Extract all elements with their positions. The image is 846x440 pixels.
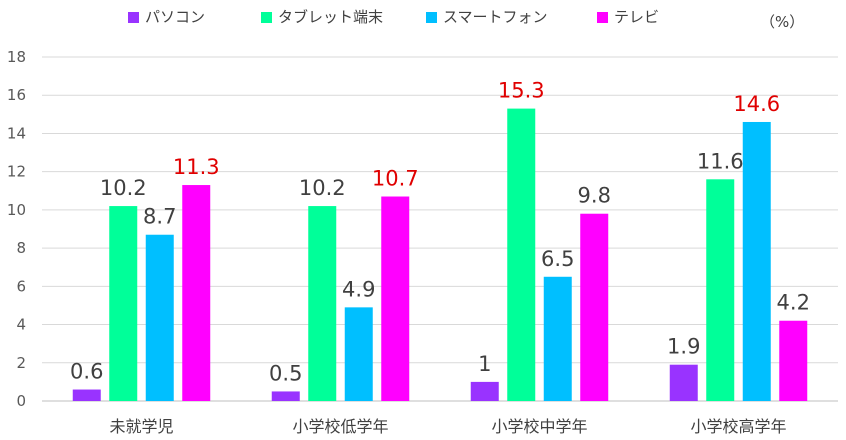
- x-category-label: 未就学児: [109, 417, 173, 436]
- y-axis: 0 2 4 6 8 10 12 14 16 18: [7, 48, 26, 410]
- legend-label: パソコン: [145, 8, 205, 26]
- data-label: 11.6: [697, 149, 744, 173]
- bars: [72, 108, 808, 401]
- bar: [580, 213, 609, 401]
- data-label: 10.2: [299, 176, 346, 200]
- gridlines: [42, 56, 838, 402]
- legend: パソコン タブレット端末 スマートフォン テレビ: [128, 8, 659, 26]
- legend-label: タブレット端末: [278, 8, 383, 26]
- data-label: 0.5: [269, 361, 302, 385]
- bar: [669, 364, 698, 401]
- data-label-highlighted: 14.6: [733, 92, 780, 116]
- data-label: 1: [478, 352, 491, 376]
- y-tick-label: 4: [16, 316, 26, 334]
- bar: [507, 108, 536, 401]
- bar: [381, 196, 410, 401]
- legend-label: スマートフォン: [443, 8, 548, 26]
- data-label: 9.8: [578, 184, 611, 208]
- data-label: 4.9: [342, 277, 375, 301]
- data-label-highlighted: 11.3: [173, 155, 220, 179]
- legend-swatch: [426, 12, 437, 23]
- unit-label-group: （%）: [760, 13, 804, 31]
- y-tick-label: 10: [7, 201, 26, 219]
- y-tick-label: 14: [7, 124, 26, 142]
- bar: [271, 391, 300, 401]
- x-category-label: 小学校低学年: [292, 417, 388, 436]
- legend-swatch: [597, 12, 608, 23]
- data-labels: 0.6 10.2 8.7 11.3 0.5 10.2 4.9 10.7 1 15.3 6.5 9.8 1…: [70, 79, 810, 386]
- data-label: 4.2: [777, 291, 810, 315]
- bar: [470, 381, 499, 401]
- data-label: 10.2: [100, 176, 147, 200]
- legend-swatch: [261, 12, 272, 23]
- bar: [182, 185, 211, 401]
- y-tick-label: 0: [16, 392, 26, 410]
- bar: [109, 206, 138, 401]
- y-tick-label: 8: [16, 239, 26, 257]
- data-label: 6.5: [541, 247, 574, 271]
- bar: [145, 234, 174, 401]
- data-label: 1.9: [667, 335, 700, 359]
- x-category-label: 小学校中学年: [491, 417, 587, 436]
- y-tick-label: 18: [7, 48, 26, 66]
- data-label-highlighted: 10.7: [372, 167, 419, 191]
- bar: [308, 206, 337, 401]
- y-tick-label: 16: [7, 86, 26, 104]
- unit-label: （%）: [760, 13, 804, 31]
- bar: [779, 320, 808, 401]
- bar: [706, 179, 735, 401]
- data-label: 8.7: [143, 205, 176, 229]
- bar: [543, 276, 572, 401]
- y-tick-label: 6: [16, 277, 26, 295]
- y-tick-label: 12: [7, 163, 26, 181]
- legend-label: テレビ: [614, 8, 659, 26]
- x-category-label: 小学校高学年: [690, 417, 786, 436]
- bar: [742, 121, 771, 401]
- bar: [72, 389, 101, 401]
- y-tick-label: 2: [16, 354, 26, 372]
- legend-swatch: [128, 12, 139, 23]
- bar: [344, 307, 373, 401]
- x-axis: 未就学児 小学校低学年 小学校中学年 小学校高学年: [109, 417, 786, 436]
- data-label-highlighted: 15.3: [498, 79, 545, 103]
- data-label: 0.6: [70, 360, 103, 384]
